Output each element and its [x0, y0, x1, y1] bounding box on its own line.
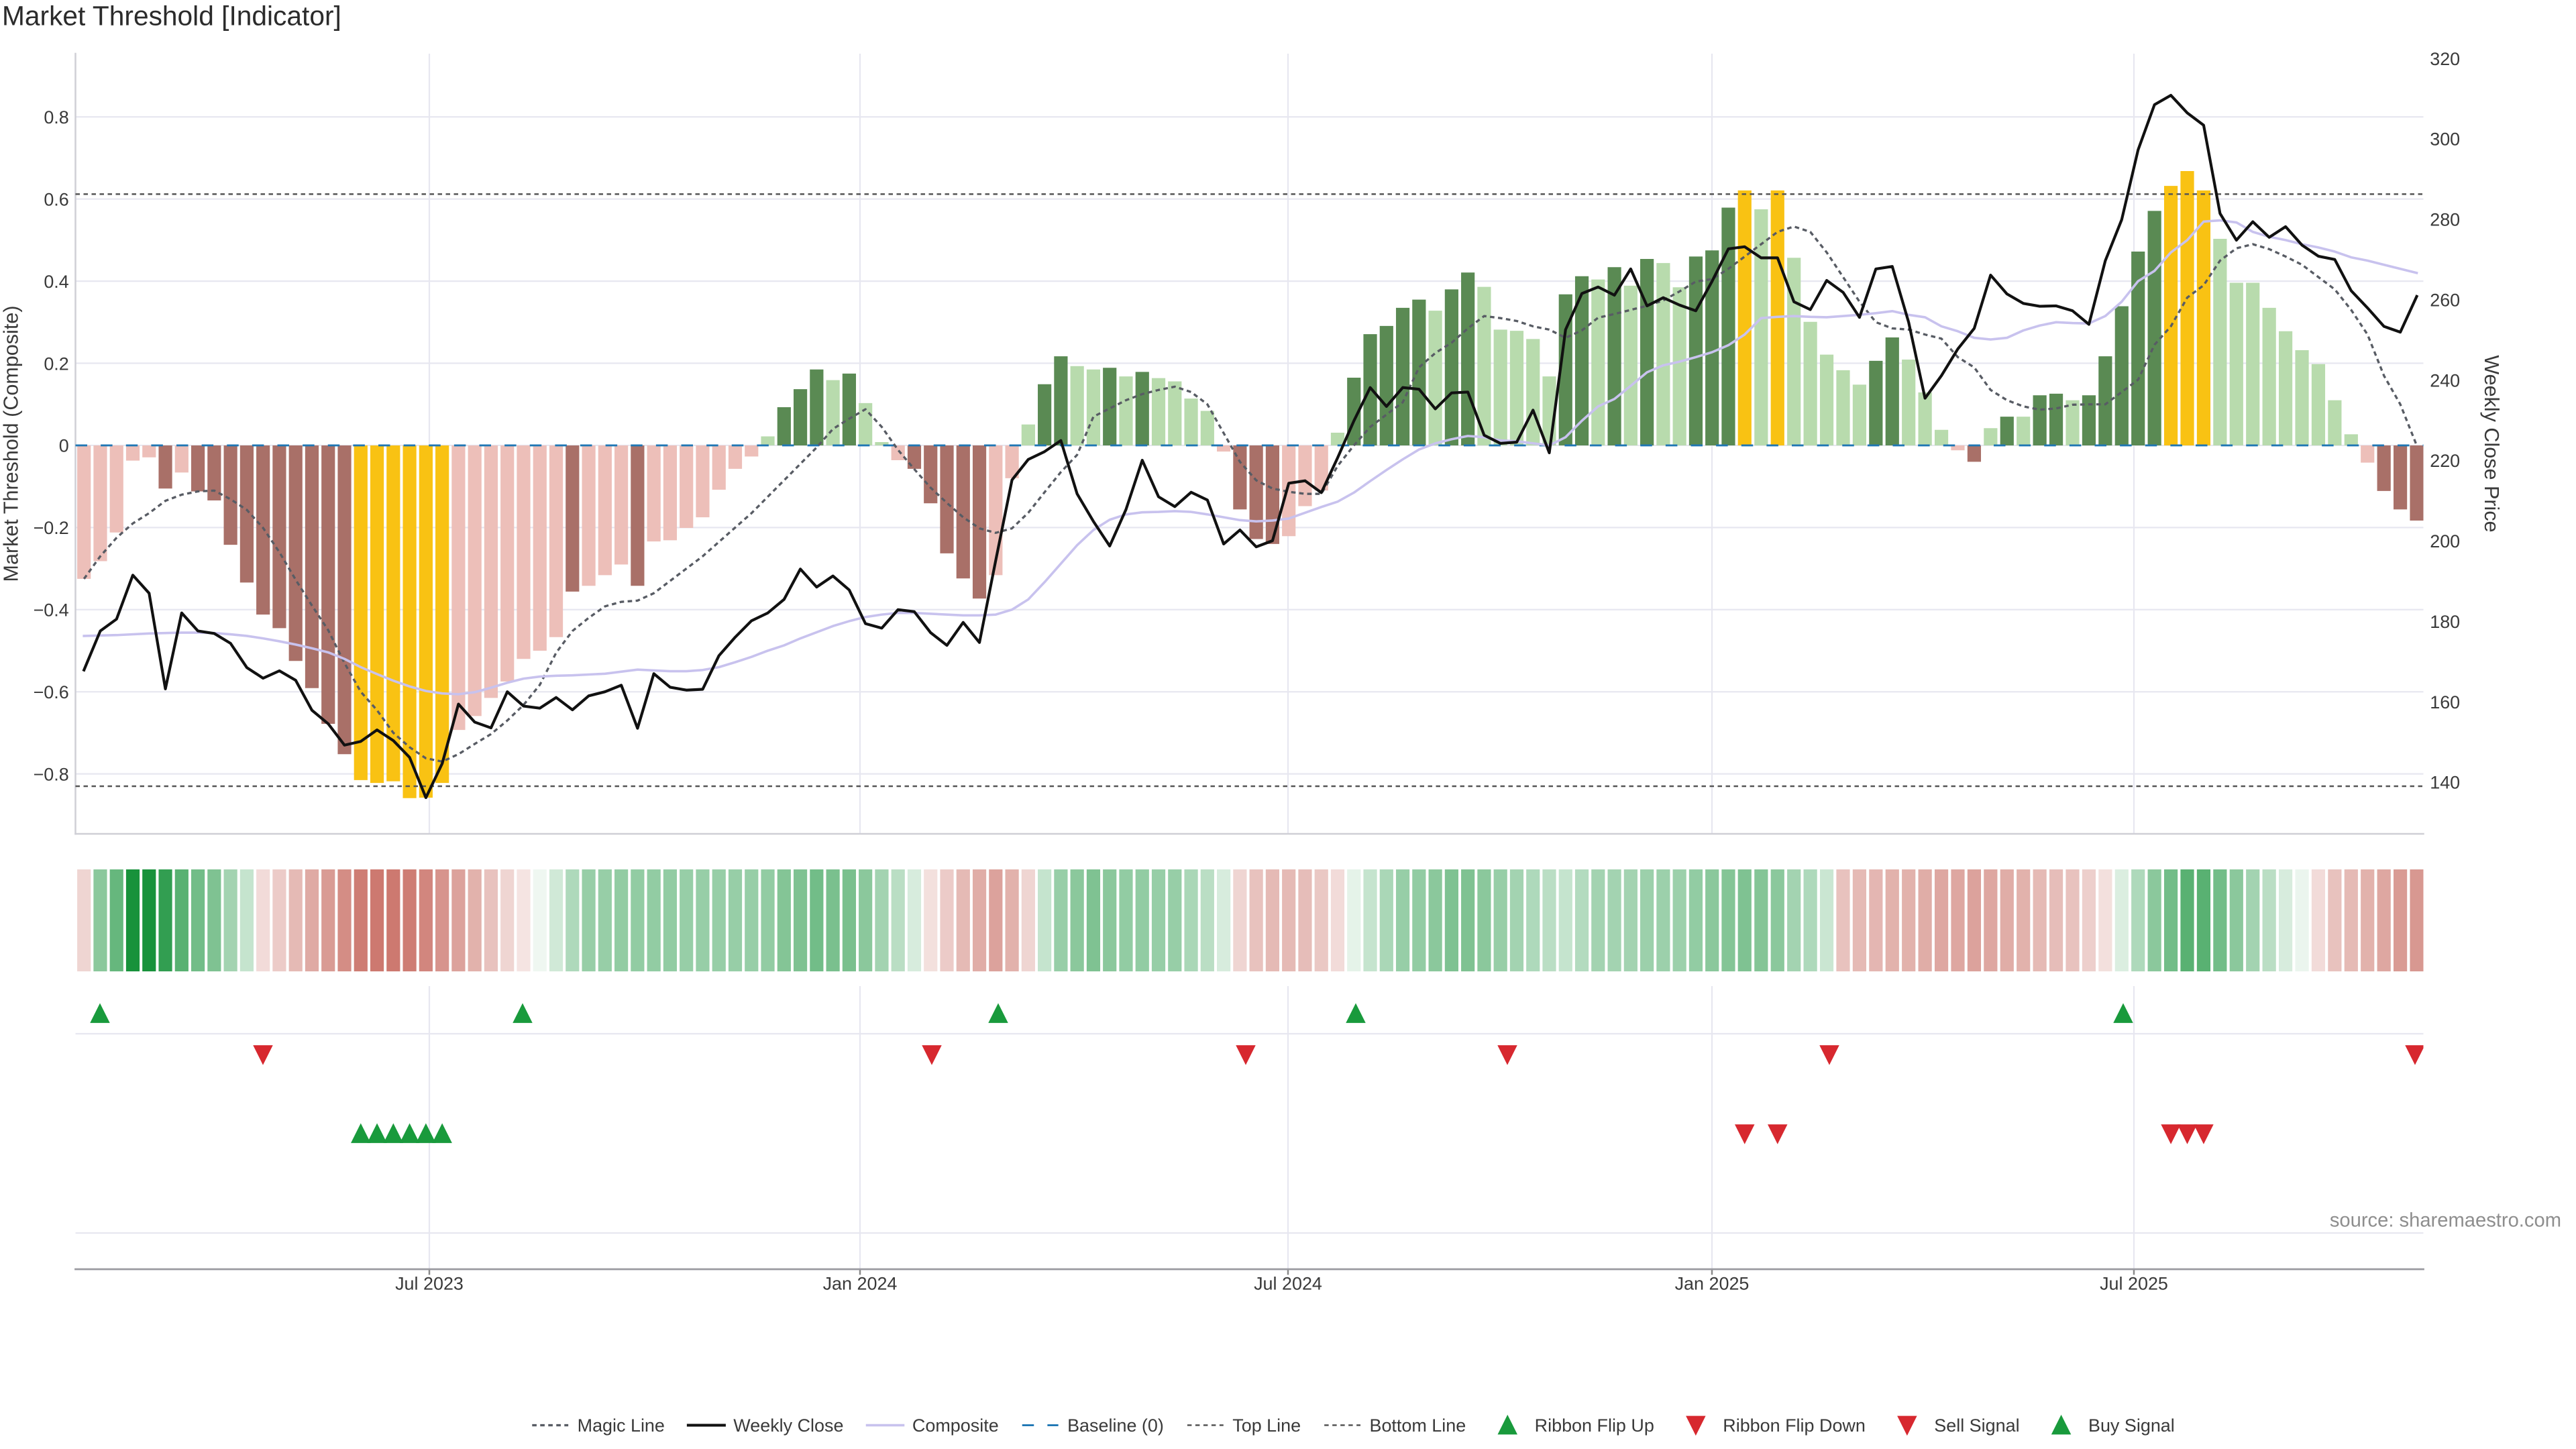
- svg-text:−0.6: −0.6: [34, 682, 69, 702]
- svg-text:−0.8: −0.8: [34, 764, 69, 784]
- svg-text:Buy Signal: Buy Signal: [2088, 1415, 2175, 1436]
- svg-text:140: 140: [2430, 773, 2460, 793]
- svg-text:200: 200: [2430, 531, 2460, 551]
- svg-text:Jul 2025: Jul 2025: [2100, 1274, 2168, 1294]
- svg-text:180: 180: [2430, 612, 2460, 632]
- svg-text:−0.4: −0.4: [34, 600, 69, 621]
- svg-text:300: 300: [2430, 129, 2460, 150]
- svg-text:Weekly Close Price: Weekly Close Price: [2480, 355, 2503, 532]
- svg-text:Bottom Line: Bottom Line: [1369, 1415, 1466, 1436]
- svg-text:Weekly Close: Weekly Close: [733, 1415, 843, 1436]
- svg-text:Sell Signal: Sell Signal: [1934, 1415, 2019, 1436]
- svg-text:source: sharemaestro.com: source: sharemaestro.com: [2330, 1210, 2561, 1232]
- svg-text:Top Line: Top Line: [1232, 1415, 1301, 1436]
- svg-text:0.8: 0.8: [44, 107, 68, 127]
- svg-text:0.2: 0.2: [44, 354, 68, 374]
- svg-text:320: 320: [2430, 49, 2460, 69]
- svg-text:Market Threshold [Indicator]: Market Threshold [Indicator]: [2, 1, 341, 32]
- svg-text:260: 260: [2430, 290, 2460, 310]
- svg-text:Jan 2024: Jan 2024: [823, 1274, 898, 1294]
- svg-text:0: 0: [59, 436, 69, 456]
- svg-text:160: 160: [2430, 692, 2460, 712]
- svg-text:280: 280: [2430, 210, 2460, 230]
- svg-text:Magic Line: Magic Line: [578, 1415, 665, 1436]
- svg-text:Jul 2023: Jul 2023: [395, 1274, 464, 1294]
- svg-text:Jan 2025: Jan 2025: [1675, 1274, 1750, 1294]
- svg-text:Market Threshold (Composite): Market Threshold (Composite): [0, 306, 23, 582]
- svg-text:Composite: Composite: [912, 1415, 999, 1436]
- svg-text:Baseline (0): Baseline (0): [1067, 1415, 1164, 1436]
- svg-text:0.6: 0.6: [44, 189, 68, 209]
- svg-text:240: 240: [2430, 370, 2460, 390]
- svg-text:Ribbon Flip Up: Ribbon Flip Up: [1535, 1415, 1654, 1436]
- svg-text:Ribbon Flip Down: Ribbon Flip Down: [1723, 1415, 1866, 1436]
- svg-text:Jul 2024: Jul 2024: [1254, 1274, 1322, 1294]
- svg-text:220: 220: [2430, 451, 2460, 471]
- svg-text:−0.2: −0.2: [34, 518, 69, 538]
- svg-text:0.4: 0.4: [44, 272, 68, 292]
